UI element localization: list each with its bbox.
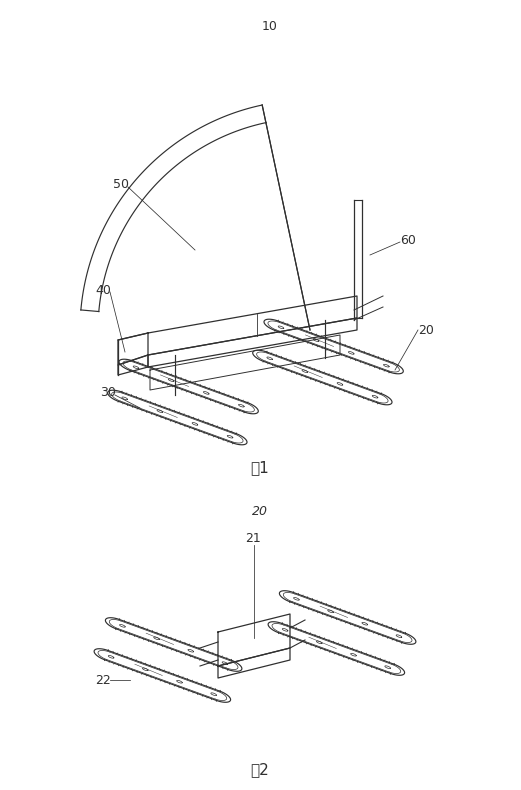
Text: 20: 20: [252, 505, 268, 518]
Text: 图1: 图1: [251, 461, 269, 476]
Text: 60: 60: [400, 234, 416, 246]
Text: 10: 10: [262, 20, 278, 33]
Text: 50: 50: [113, 179, 129, 191]
Text: 21: 21: [245, 532, 261, 545]
Text: 20: 20: [418, 323, 434, 337]
Text: 图2: 图2: [251, 762, 269, 777]
Text: 30: 30: [100, 386, 116, 400]
Text: 40: 40: [95, 284, 111, 296]
Text: 22: 22: [95, 674, 111, 687]
